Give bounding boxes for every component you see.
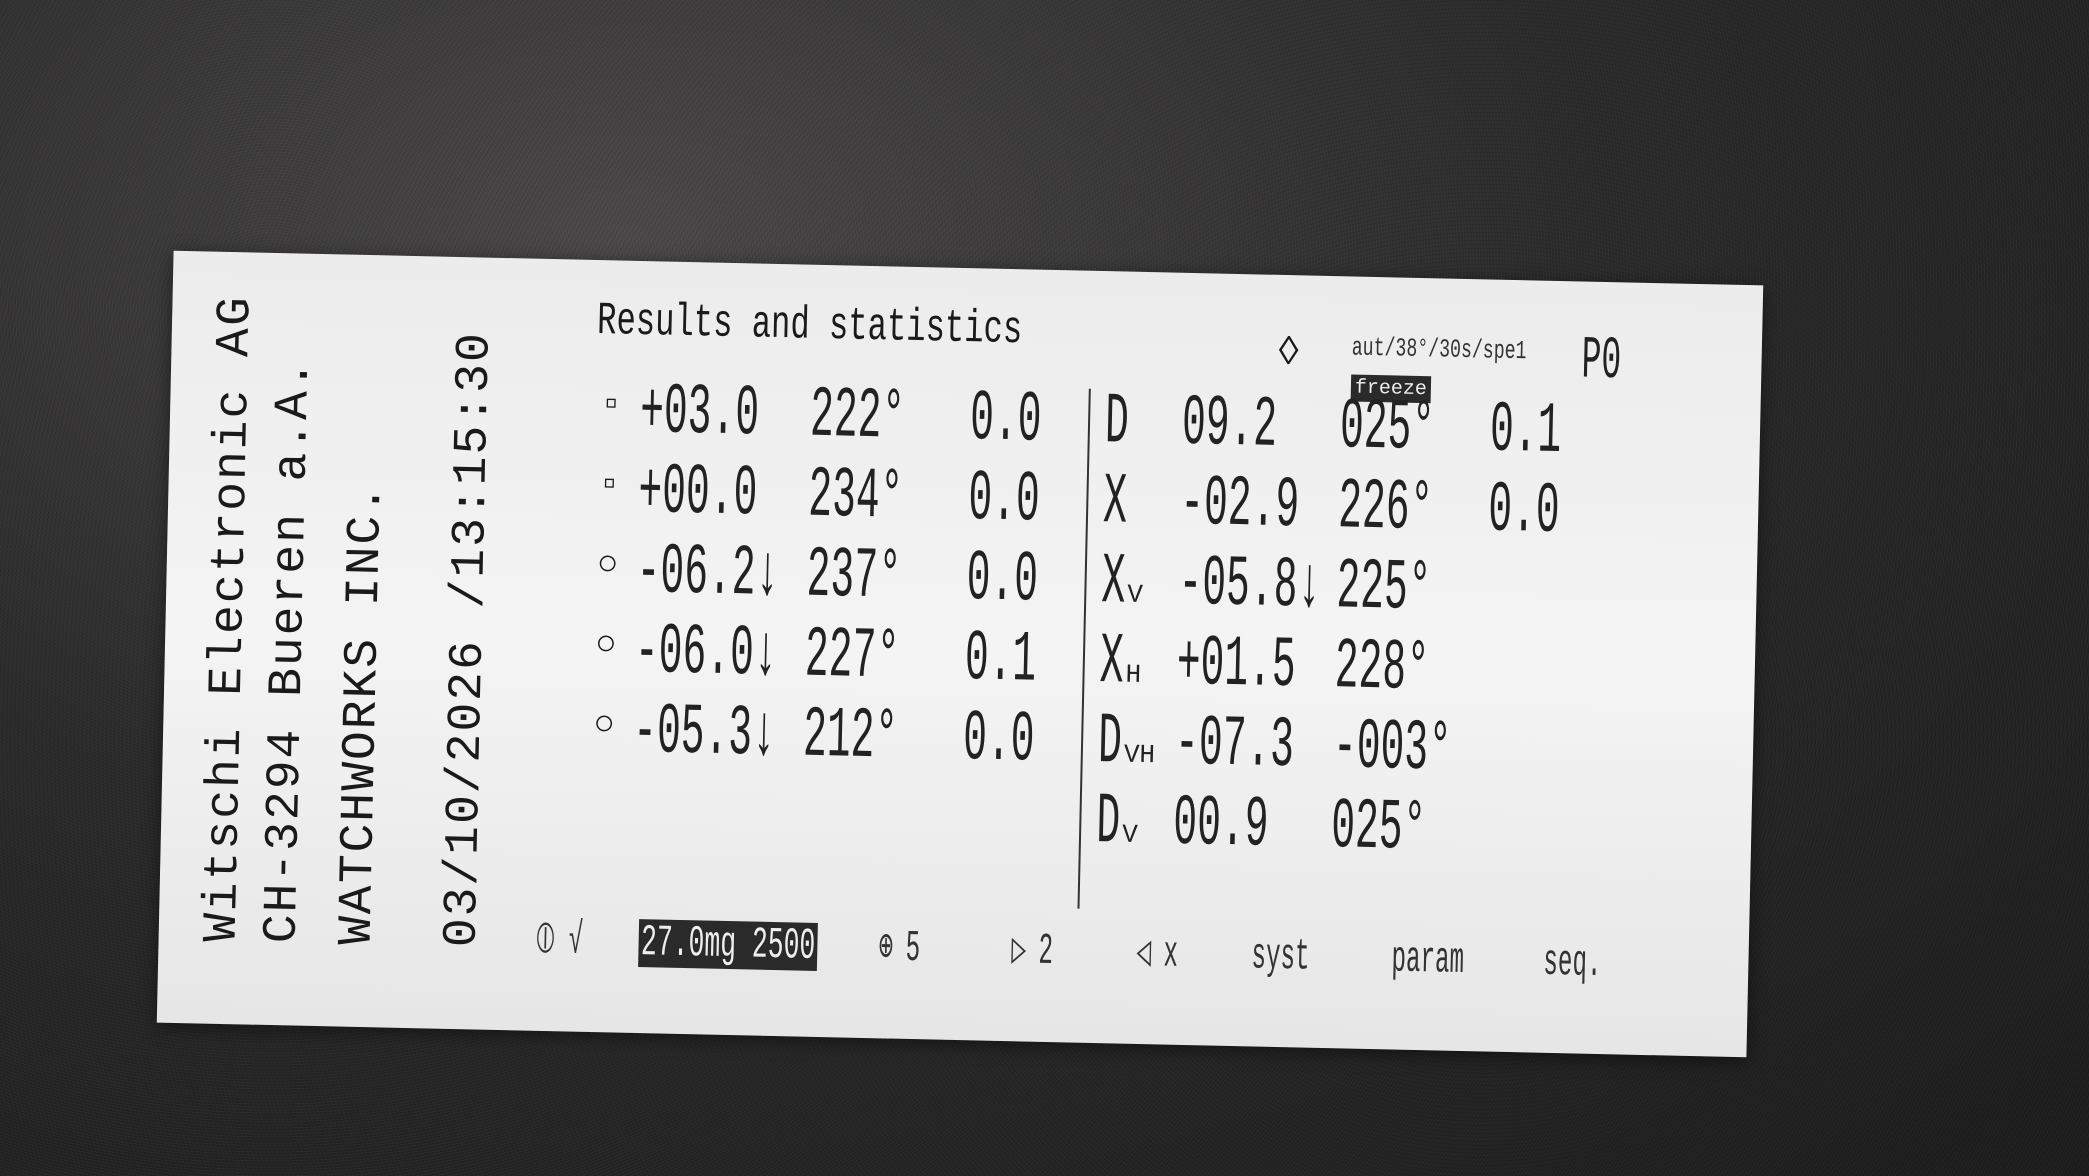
rate-value: -06.0↓	[634, 610, 779, 697]
stat-amplitude: 226°	[1337, 466, 1435, 551]
amplitude-value: 234°	[807, 454, 905, 539]
amplitude-value: 222°	[809, 374, 907, 459]
crown-down-icon: ○	[592, 704, 616, 746]
printout-receipt: Witschi Electronic AG CH-3294 Bueren a.A…	[156, 250, 1764, 1058]
beat-error-value: 0.0	[969, 378, 1043, 462]
rate-value: -05.3↓	[632, 690, 777, 776]
test-mode: aut/38°/30s/spe1	[1351, 332, 1527, 367]
beat-error-value: 0.0	[962, 698, 1036, 782]
run-count: 2	[1037, 926, 1054, 978]
crown-up-icon: ○	[596, 544, 619, 586]
stat-amplitude: 225°	[1335, 546, 1433, 631]
stat-label: X	[1102, 461, 1129, 544]
stat-label: D	[1095, 781, 1122, 864]
stat-rate: -05.8↓	[1177, 542, 1323, 628]
lift-angle-field[interactable]: 27.0mg 2500	[638, 918, 819, 972]
report-title: Results and statistics	[596, 295, 1023, 357]
stat-amplitude: 228°	[1333, 626, 1431, 711]
dial-up-icon: ▫	[599, 384, 623, 426]
positions-count: 5	[904, 923, 921, 975]
program-label: P0	[1580, 327, 1622, 397]
amplitude-value: 227°	[804, 614, 901, 699]
sound-off: x	[1162, 929, 1179, 980]
check-icon: ⦶	[536, 915, 555, 967]
stat-label: X	[1098, 621, 1125, 704]
crown-left-icon: ○	[594, 624, 618, 666]
stat-amplitude: 025°	[1330, 786, 1428, 871]
stat-rate: 09.2	[1181, 382, 1279, 467]
company-name: Witschi Electronic AG	[195, 294, 264, 943]
stat-rate: -02.9	[1179, 462, 1301, 548]
seq-menu[interactable]: seq.	[1542, 937, 1603, 990]
date-time: 03/10/2026 /13:15:30	[435, 330, 503, 948]
amplitude-value: 237°	[805, 534, 903, 619]
stat-rate: -07.3	[1174, 702, 1295, 788]
stat-beat-error: 0.1	[1489, 389, 1563, 474]
stat-rate: +01.5	[1175, 622, 1297, 708]
amplitude-value: 212°	[802, 694, 900, 779]
diamond-icon: ◊	[1276, 331, 1302, 378]
stat-subscript: V	[1121, 819, 1139, 850]
stat-beat-error: 0.0	[1487, 469, 1561, 554]
stat-subscript: H	[1125, 659, 1142, 690]
stat-rate: 00.9	[1172, 782, 1270, 867]
syst-menu[interactable]: syst	[1250, 931, 1311, 983]
rate-value: +03.0	[639, 370, 760, 456]
positions-icon: ⊕	[878, 923, 894, 974]
rate-value: -06.2↓	[635, 530, 781, 617]
dial-down-icon: ▫	[598, 464, 621, 506]
check-mark: √	[568, 916, 584, 967]
customer-name: WATCHWORKS INC.	[330, 482, 395, 946]
stat-label: D	[1104, 381, 1130, 464]
beat-error-value: 0.0	[967, 458, 1041, 542]
stat-amplitude: -003°	[1332, 706, 1453, 791]
speaker-icon: ◁	[1135, 928, 1152, 980]
play-icon: ▷	[1010, 926, 1027, 977]
beat-error-value: 0.1	[963, 618, 1038, 702]
stat-subscript: VH	[1123, 739, 1156, 771]
param-menu[interactable]: param	[1390, 934, 1465, 987]
stat-amplitude: 025°	[1339, 386, 1436, 471]
company-address: CH-3294 Bueren a.A.	[255, 357, 323, 944]
rate-value: +00.0	[637, 450, 759, 536]
beat-error-value: 0.0	[965, 538, 1039, 622]
stat-label: X	[1100, 541, 1127, 624]
stat-subscript: V	[1127, 579, 1144, 610]
stat-label: D	[1097, 701, 1123, 784]
